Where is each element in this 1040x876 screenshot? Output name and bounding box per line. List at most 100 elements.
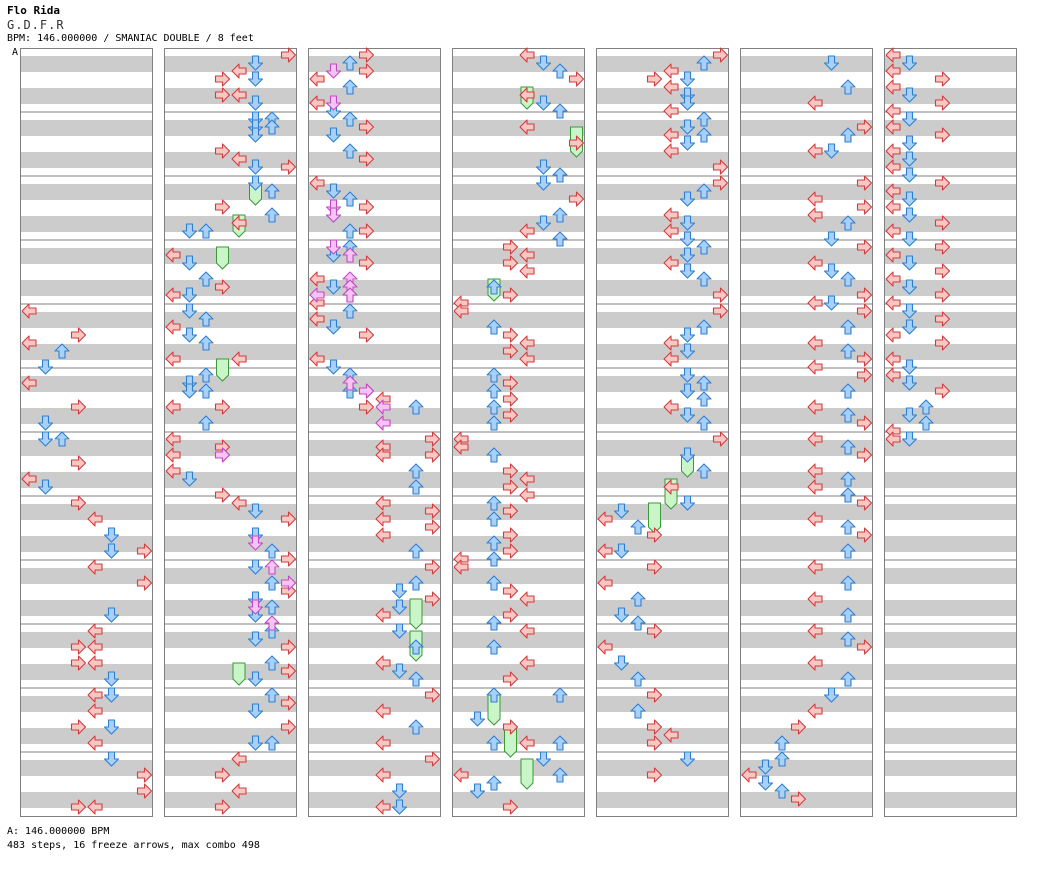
beat-stripe bbox=[164, 376, 296, 392]
step-arrow bbox=[840, 519, 856, 535]
step-arrow bbox=[247, 559, 264, 575]
step-arrow bbox=[535, 215, 552, 231]
beat-stripe bbox=[164, 632, 296, 648]
step-arrow bbox=[856, 199, 873, 215]
step-arrow bbox=[469, 711, 486, 727]
step-arrow bbox=[823, 295, 840, 311]
step-arrow bbox=[885, 79, 901, 95]
step-arrow bbox=[807, 207, 823, 223]
beat-stripe bbox=[452, 248, 584, 264]
step-arrow bbox=[696, 271, 712, 287]
step-arrow bbox=[502, 527, 519, 543]
step-arrow bbox=[757, 775, 774, 791]
step-arrow bbox=[807, 623, 823, 639]
step-arrow bbox=[934, 71, 951, 87]
step-arrow bbox=[408, 543, 424, 559]
beat-stripe bbox=[884, 728, 1016, 744]
step-arrow bbox=[375, 735, 391, 751]
step-arrow bbox=[774, 751, 790, 767]
step-arrow bbox=[264, 735, 280, 751]
beat-stripe bbox=[596, 88, 728, 104]
step-arrow bbox=[280, 551, 297, 567]
beat-stripe bbox=[164, 440, 296, 456]
column-border bbox=[452, 48, 585, 817]
step-arrow bbox=[901, 255, 918, 271]
column-border bbox=[884, 48, 1017, 817]
step-arrow bbox=[663, 207, 679, 223]
step-arrow bbox=[103, 543, 120, 559]
step-arrow bbox=[247, 703, 264, 719]
beat-stripe bbox=[596, 408, 728, 424]
step-arrow bbox=[646, 735, 663, 751]
step-arrow-alt bbox=[247, 535, 264, 551]
step-arrow bbox=[280, 639, 297, 655]
step-arrow bbox=[214, 87, 231, 103]
step-arrow bbox=[807, 431, 823, 447]
step-arrow bbox=[901, 111, 918, 127]
step-arrow bbox=[309, 311, 325, 327]
step-arrow bbox=[181, 255, 198, 271]
step-arrow bbox=[840, 79, 856, 95]
step-arrow bbox=[424, 503, 441, 519]
step-arrow bbox=[757, 759, 774, 775]
step-arrow bbox=[87, 623, 103, 639]
beat-stripe bbox=[740, 120, 872, 136]
beat-stripe bbox=[596, 792, 728, 808]
step-arrow-alt bbox=[264, 559, 280, 575]
beat-stripe bbox=[884, 792, 1016, 808]
step-arrow bbox=[885, 351, 901, 367]
step-arrow bbox=[696, 319, 712, 335]
step-arrow-alt bbox=[325, 207, 342, 223]
step-arrow bbox=[856, 303, 873, 319]
step-arrow bbox=[552, 103, 568, 119]
beat-stripe bbox=[308, 472, 440, 488]
step-arrow bbox=[375, 447, 391, 463]
beat-stripe bbox=[884, 600, 1016, 616]
beat-stripe bbox=[308, 664, 440, 680]
step-arrow bbox=[807, 255, 823, 271]
step-arrow bbox=[901, 231, 918, 247]
step-arrow bbox=[486, 575, 502, 591]
step-arrow bbox=[934, 311, 951, 327]
step-arrow bbox=[486, 775, 502, 791]
step-arrow bbox=[679, 367, 696, 383]
step-arrow bbox=[901, 375, 918, 391]
step-arrow bbox=[934, 127, 951, 143]
step-arrow bbox=[840, 543, 856, 559]
step-arrow bbox=[325, 183, 342, 199]
step-arrow bbox=[280, 511, 297, 527]
beat-stripe bbox=[164, 600, 296, 616]
step-arrow bbox=[486, 615, 502, 631]
step-arrow bbox=[70, 655, 87, 671]
step-arrow bbox=[375, 799, 391, 815]
step-arrow bbox=[37, 431, 54, 447]
step-arrow bbox=[408, 719, 424, 735]
beat-stripe bbox=[452, 56, 584, 72]
chart-header: Flo Rida G.D.F.R BPM: 146.000000 / SMANI… bbox=[7, 4, 254, 45]
step-arrow bbox=[856, 351, 873, 367]
step-arrow bbox=[165, 319, 181, 335]
step-arrow bbox=[502, 671, 519, 687]
step-arrow bbox=[840, 487, 856, 503]
beat-stripe bbox=[20, 408, 152, 424]
beat-stripe bbox=[884, 408, 1016, 424]
beat-stripe bbox=[740, 536, 872, 552]
step-arrow bbox=[696, 239, 712, 255]
freeze-arrow bbox=[648, 502, 661, 534]
step-arrow bbox=[856, 495, 873, 511]
step-arrow bbox=[486, 495, 502, 511]
step-arrow bbox=[87, 655, 103, 671]
beat-stripe bbox=[20, 632, 152, 648]
beat-stripe bbox=[884, 312, 1016, 328]
chart-column-2 bbox=[164, 48, 297, 817]
step-arrow bbox=[309, 95, 325, 111]
step-arrow bbox=[934, 239, 951, 255]
beat-stripe bbox=[452, 728, 584, 744]
step-arrow bbox=[87, 639, 103, 655]
beat-stripe bbox=[884, 504, 1016, 520]
beat-stripe bbox=[308, 120, 440, 136]
step-arrow bbox=[309, 351, 325, 367]
step-arrow bbox=[519, 471, 535, 487]
step-arrow bbox=[424, 591, 441, 607]
step-arrow bbox=[70, 639, 87, 655]
